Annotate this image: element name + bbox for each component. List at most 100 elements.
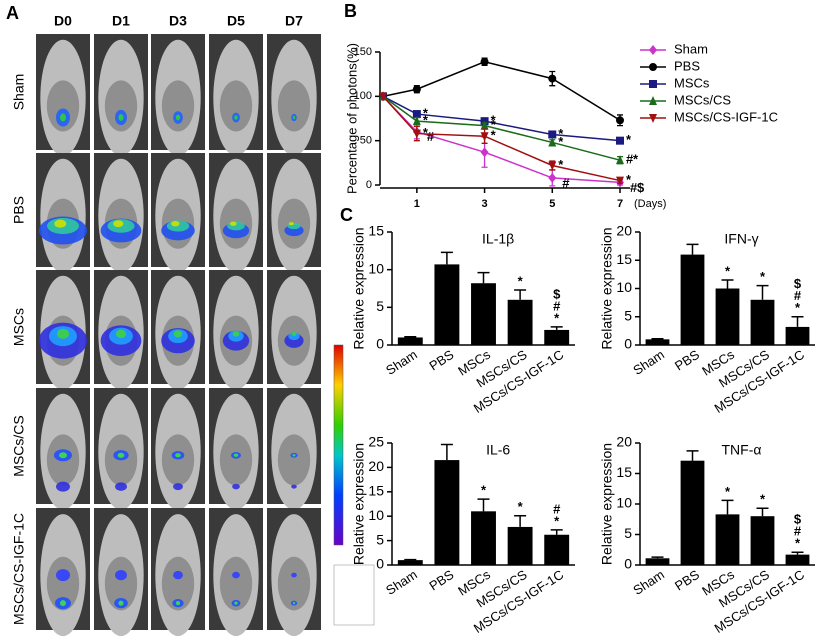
signal-blob	[233, 453, 239, 457]
y-tick-label: 5	[376, 531, 384, 547]
row-label: MSCs	[11, 308, 27, 346]
bar	[507, 299, 533, 345]
bar	[785, 554, 810, 565]
signal-blob	[175, 114, 181, 121]
significance-mark: *	[423, 125, 429, 140]
signal-blob	[113, 220, 124, 228]
signal-blob	[173, 330, 183, 338]
significance-mark: *	[558, 157, 564, 172]
signal-blob	[57, 328, 69, 339]
x-tick-label: Sham	[630, 347, 667, 378]
mouse-belly	[219, 80, 253, 132]
signal-blob	[175, 453, 181, 458]
y-axis-label: Relative expression	[351, 443, 367, 565]
y-tick-label: 0	[624, 556, 632, 572]
error-bar	[721, 279, 734, 289]
legend-marker	[649, 96, 657, 105]
significance-mark: $	[794, 512, 802, 527]
bar	[544, 534, 570, 565]
column-header: D5	[227, 13, 245, 29]
signal-blob	[56, 481, 70, 492]
signal-blob	[288, 222, 294, 226]
y-tick-label: 5	[376, 298, 384, 314]
chart-title: IFN-γ	[724, 231, 758, 247]
mouse-belly	[104, 80, 138, 132]
y-tick-label: 20	[616, 223, 632, 239]
x-tick-label: 5	[549, 198, 555, 210]
panel-label: C	[340, 205, 353, 225]
legend-label: MSCs/CS-IGF-1C	[674, 109, 778, 124]
column-header: D7	[285, 13, 303, 29]
column-header: D3	[169, 13, 187, 29]
chart-title: IL-6	[486, 442, 510, 458]
significance-mark: #	[562, 175, 570, 190]
data-point	[412, 110, 421, 119]
bar	[715, 514, 740, 565]
signal-blob	[60, 600, 66, 607]
chart-title: TNF-α	[722, 442, 762, 458]
data-point	[412, 116, 421, 126]
error-bar	[477, 498, 490, 512]
y-tick-label: 50	[360, 135, 372, 147]
signal-blob	[175, 601, 181, 606]
signal-blob	[234, 115, 238, 120]
error-bar	[756, 284, 769, 300]
row-label: Sham	[11, 74, 27, 111]
y-axis-label: Relative expression	[599, 227, 615, 349]
signal-blob	[115, 329, 127, 339]
error-bar	[550, 326, 563, 330]
data-point	[548, 74, 557, 83]
data-point	[480, 120, 489, 130]
signal-blob	[54, 219, 67, 228]
error-bar	[651, 556, 664, 559]
y-tick-label: 5	[624, 525, 632, 541]
signal-blob	[117, 452, 125, 458]
signal-blob	[232, 571, 240, 579]
color-scale-bar	[333, 344, 344, 546]
significance-mark: *	[423, 113, 429, 128]
legend-marker	[649, 63, 657, 71]
signal-blob	[292, 115, 296, 120]
error-bar	[514, 514, 527, 527]
mouse-belly	[277, 556, 311, 611]
legend-label: MSCs	[674, 75, 710, 90]
y-tick-label: 0	[376, 556, 384, 572]
signal-blob	[115, 570, 127, 581]
signal-blob	[234, 601, 238, 605]
y-tick-label: 0	[376, 336, 384, 352]
significance-mark: $	[553, 286, 561, 301]
mouse-belly	[277, 80, 311, 132]
error-bar	[651, 338, 664, 340]
data-point	[548, 161, 557, 171]
y-tick-label: 20	[616, 434, 632, 450]
error-bar	[791, 551, 804, 555]
significance-mark: #	[794, 288, 802, 303]
bar	[471, 283, 496, 345]
mouse-belly	[46, 556, 80, 611]
bar	[750, 516, 775, 565]
x-tick-label: Sham	[383, 567, 420, 598]
bar	[544, 329, 570, 345]
y-axis-label: Relative expression	[599, 443, 615, 565]
significance-mark: *	[491, 117, 497, 132]
significance-mark: *	[725, 263, 731, 278]
panel-label: B	[344, 1, 357, 21]
scale-info-box	[333, 564, 375, 626]
data-point	[548, 172, 557, 183]
signal-blob	[118, 600, 124, 606]
chart-title: IL-1β	[482, 231, 514, 247]
data-point	[480, 132, 489, 142]
legend-marker	[649, 114, 657, 123]
bar	[397, 560, 423, 565]
signal-blob	[291, 572, 297, 578]
error-bar	[550, 529, 563, 535]
y-tick-label: 5	[624, 307, 632, 323]
significance-mark: *	[558, 126, 564, 141]
y-tick-label: 150	[354, 46, 372, 58]
significance-mark: *	[481, 483, 487, 498]
x-tick-label: PBS	[426, 347, 456, 374]
significance-mark: *	[491, 128, 497, 143]
signal-blob	[230, 221, 237, 226]
x-tick-label: PBS	[672, 347, 702, 374]
significance-mark: *	[760, 492, 766, 507]
